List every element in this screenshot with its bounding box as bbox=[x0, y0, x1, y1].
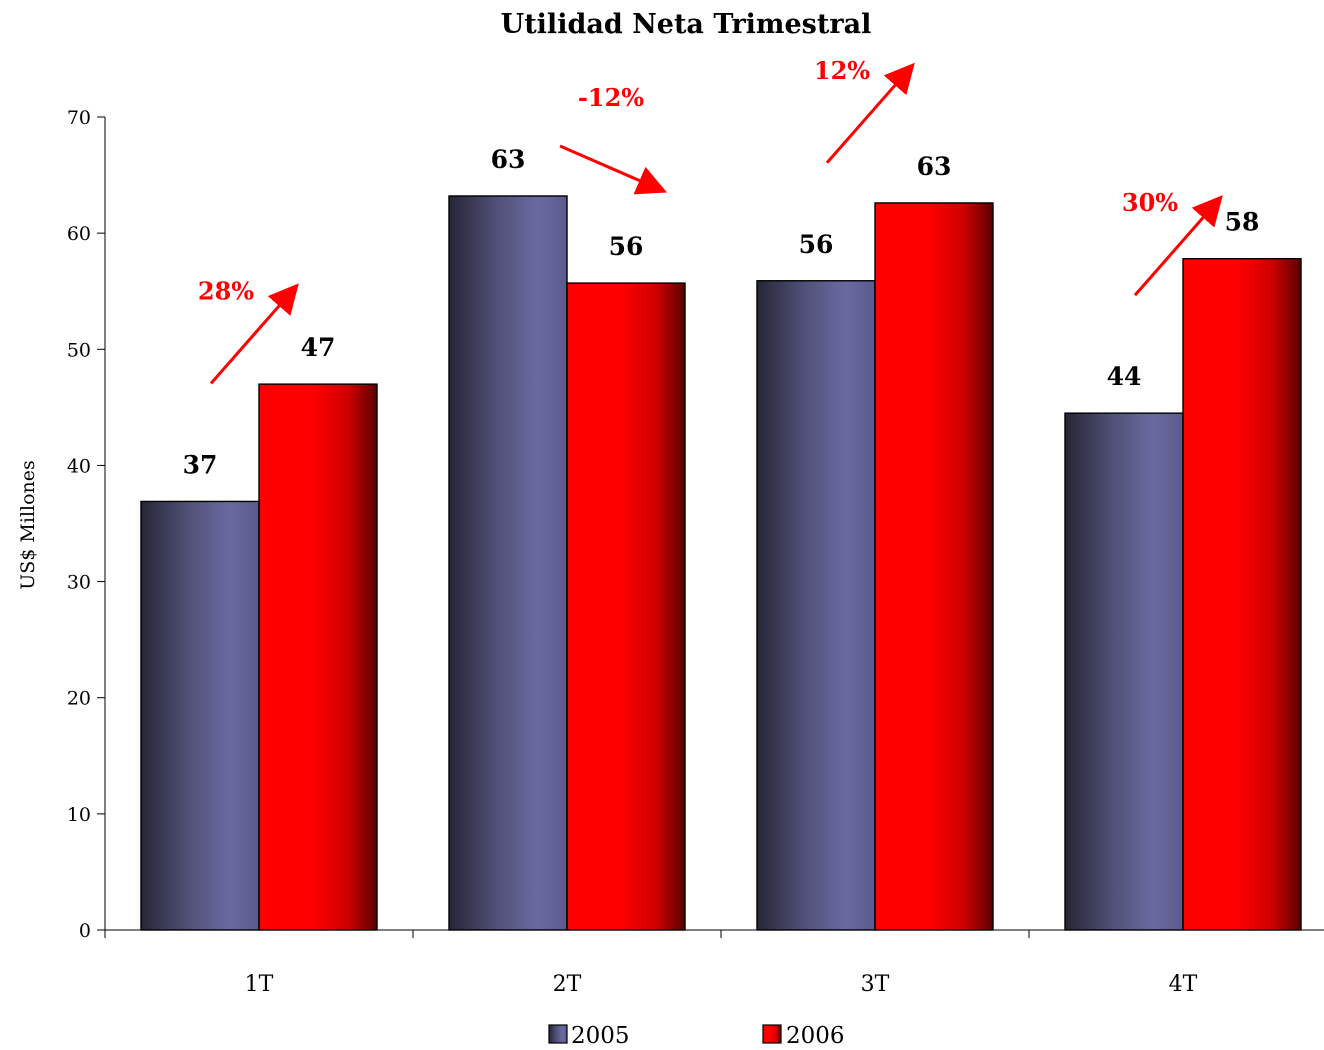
legend-swatch-2005 bbox=[548, 1024, 568, 1044]
y-tick-label: 10 bbox=[67, 804, 91, 826]
x-tick-label: 2T bbox=[553, 972, 582, 997]
y-tick-label: 30 bbox=[67, 572, 91, 594]
data-labels-group: 37 47 63 56 56 63 44 58 bbox=[183, 145, 1260, 479]
data-label-2005-2T: 63 bbox=[491, 145, 526, 174]
bar-2006-3T bbox=[874, 202, 994, 931]
growth-annotations-group: 28% -12% 12% 30% bbox=[198, 56, 1223, 385]
growth-arrow-3T bbox=[825, 62, 915, 164]
data-label-2006-3T: 63 bbox=[917, 152, 952, 181]
bar-2006-1T bbox=[258, 383, 378, 931]
growth-arrow-4T bbox=[1133, 195, 1223, 297]
bar-2005-1T bbox=[140, 500, 260, 931]
growth-arrow-2T bbox=[559, 144, 668, 195]
x-tick-label: 3T bbox=[861, 972, 890, 997]
x-tick-label: 1T bbox=[245, 972, 274, 997]
bar-2005-4T bbox=[1064, 412, 1184, 931]
growth-label-1T: 28% bbox=[198, 276, 254, 305]
growth-label-2T: -12% bbox=[578, 83, 644, 112]
y-tick-label: 50 bbox=[67, 339, 91, 361]
x-axis: 1T 2T 3T 4T bbox=[97, 929, 1324, 997]
legend-swatch-2006 bbox=[762, 1024, 782, 1044]
bar-2005-2T bbox=[448, 195, 568, 931]
bars-group bbox=[140, 195, 1302, 931]
y-axis: 0 10 20 30 40 50 60 70 bbox=[67, 107, 106, 942]
data-label-2006-4T: 58 bbox=[1225, 208, 1260, 237]
bar-2006-2T bbox=[566, 282, 686, 931]
bar-2006-4T bbox=[1182, 257, 1302, 931]
y-tick-label: 40 bbox=[67, 455, 91, 477]
data-label-2006-1T: 47 bbox=[301, 333, 336, 362]
data-label-2006-2T: 56 bbox=[609, 232, 644, 261]
legend-label-2006: 2006 bbox=[786, 1023, 845, 1049]
data-label-2005-1T: 37 bbox=[183, 450, 218, 479]
growth-label-4T: 30% bbox=[1122, 188, 1178, 217]
y-tick-label: 60 bbox=[67, 223, 91, 245]
legend: 2005 2006 bbox=[548, 1023, 845, 1049]
bar-2005-3T bbox=[756, 280, 876, 931]
y-tick-label: 20 bbox=[67, 688, 91, 710]
data-label-2005-4T: 44 bbox=[1107, 362, 1142, 391]
growth-label-3T: 12% bbox=[814, 56, 870, 85]
legend-label-2005: 2005 bbox=[571, 1023, 630, 1049]
data-label-2005-3T: 56 bbox=[799, 230, 834, 259]
x-tick-label: 4T bbox=[1169, 972, 1198, 997]
y-axis-label: US$ Millones bbox=[17, 460, 39, 590]
y-tick-label: 0 bbox=[79, 920, 91, 942]
chart-title: Utilidad Neta Trimestral bbox=[501, 9, 872, 40]
y-tick-label: 70 bbox=[67, 107, 91, 129]
growth-arrow-1T bbox=[209, 283, 299, 385]
